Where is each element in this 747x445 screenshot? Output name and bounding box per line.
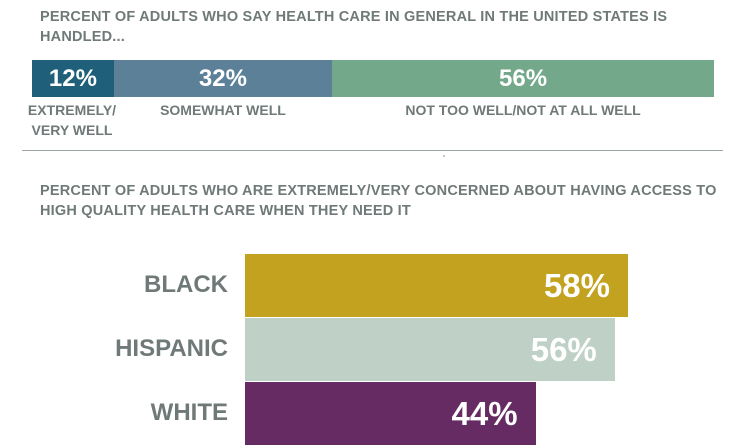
category-label-black: BLACK [144,271,228,298]
section-divider [22,150,723,151]
chart-2-title: PERCENT OF ADULTS WHO ARE EXTREMELY/VERY… [40,183,717,219]
horizontal-bar-chart: BLACK 58% HISPANIC 56% WHITE 44% [115,254,628,445]
bar-hispanic [245,318,615,381]
decorative-dot [443,155,445,157]
chart-1-title: PERCENT OF ADULTS WHO SAY HEALTH CARE IN… [40,9,668,45]
bar-black [245,254,628,317]
category-label-white: WHITE [150,399,228,426]
stack-segment-label-1: EXTREMELY/ VERY WELL [27,102,117,138]
value-label-hispanic: 56% [530,331,597,368]
stack-segment-label-2: SOMEWHAT WELL [160,102,286,118]
stack-segment-1: 12% [32,60,114,97]
stack-segment-3: 56% [332,60,714,97]
value-label-black: 58% [543,267,610,304]
category-label-hispanic: HISPANIC [115,335,228,362]
value-label-white: 44% [451,395,518,432]
stacked-bar-chart: 12% EXTREMELY/ VERY WELL 32% SOMEWHAT WELL 5… [0,0,747,150]
stack-segment-2: 32% [113,60,333,97]
stack-segment-label-3: NOT TOO WELL/NOT AT ALL WELL [405,102,641,118]
